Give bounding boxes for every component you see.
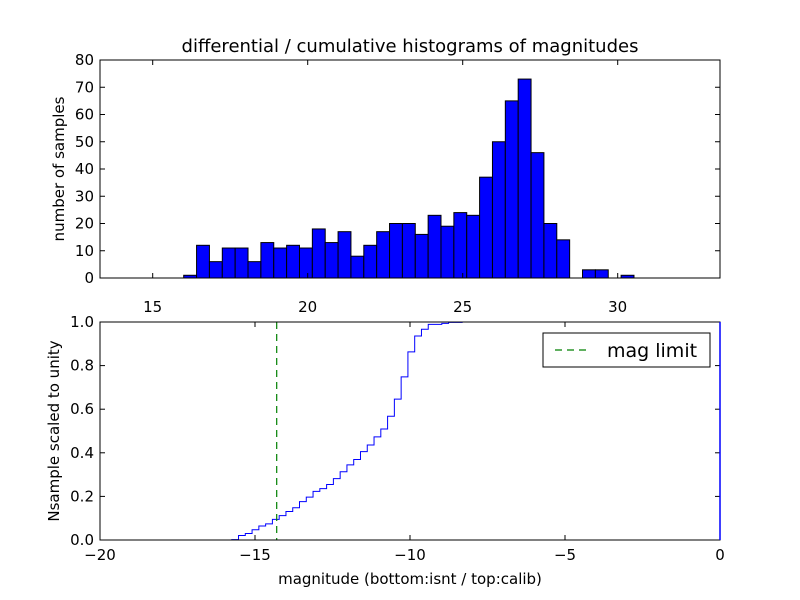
histogram-bar [234,247,249,279]
x-tick-label: −10 [394,546,426,564]
differential-histogram-chart: differential / cumulative histograms of … [50,36,721,316]
histogram-bar [389,223,403,279]
histogram-bar [466,214,481,279]
top-y-axis-label: number of samples [50,96,68,241]
bottom-x-ticks: −20 −15 −10 −5 0 [84,322,725,564]
histogram-bar [530,152,545,279]
y-tick-label: 60 [75,106,94,124]
x-tick-label: 0 [715,546,725,564]
histogram-bar [196,244,210,279]
histogram-bar [350,255,365,279]
x-tick-label: −15 [239,546,271,564]
x-tick-label: 20 [298,298,317,316]
histogram-bar [427,214,442,279]
histogram-bar [582,269,596,279]
histogram-bar [414,233,429,279]
x-tick-label: 30 [608,298,627,316]
chart-title: differential / cumulative histograms of … [182,36,639,57]
y-tick-label: 1.0 [70,313,94,331]
histogram-bar [298,247,313,279]
histogram-bar [543,223,558,279]
x-tick-label: 15 [143,298,162,316]
y-tick-label: 30 [75,187,94,205]
x-tick-label: 25 [453,298,472,316]
y-tick-label: 0.0 [70,531,94,549]
legend-mag-limit-label: mag limit [607,340,697,362]
histogram-bar [221,247,236,279]
histogram-bar [479,176,493,279]
histogram-bar [440,225,455,279]
bottom-y-axis-label: Nsample scaled to unity [45,340,63,521]
bottom-x-axis-label: magnitude (bottom:isnt / top:calib) [278,570,542,588]
histogram-bar [376,231,391,279]
y-tick-label: 10 [75,242,94,260]
top-y-ticks: 0 10 20 30 40 50 60 70 80 [75,51,720,287]
x-tick-label: −20 [84,546,116,564]
histogram-bar [453,212,468,279]
histogram-bar [311,228,326,279]
legend: mag limit [542,332,711,368]
cumulative-step-line [100,321,469,541]
y-tick-label: 40 [75,160,94,178]
y-tick-label: 0 [84,269,94,287]
y-tick-label: 0.2 [70,487,94,505]
y-tick-label: 70 [75,78,94,96]
histogram-bar [208,261,223,279]
histogram-bar [504,100,519,279]
histogram-bar [401,223,416,279]
histogram-bar [363,244,378,279]
histogram-bar [273,247,288,279]
histogram-bar [324,242,339,279]
histogram-bar [491,141,506,279]
top-x-ticks: 15 20 25 30 [143,60,627,316]
histogram-bar [556,239,571,279]
histogram-bar [286,244,300,279]
histogram-bars [183,78,635,279]
histogram-bar [594,269,609,279]
cumulative-histogram-chart: 0.0 0.2 0.4 0.6 0.8 1.0 −20 −15 −10 −5 0 Nsample … [45,313,725,588]
bottom-y-ticks: 0.0 0.2 0.4 0.6 0.8 1.0 [70,313,720,549]
histogram-bar [517,78,532,279]
y-tick-label: 0.4 [70,444,94,462]
histogram-bar [247,261,262,279]
x-tick-label: −5 [554,546,576,564]
y-tick-label: 20 [75,215,94,233]
y-tick-label: 50 [75,133,94,151]
histogram-bar [260,242,275,279]
y-tick-label: 0.6 [70,400,94,418]
histogram-bar [337,231,352,279]
y-tick-label: 80 [75,51,94,69]
y-tick-label: 0.8 [70,357,94,375]
